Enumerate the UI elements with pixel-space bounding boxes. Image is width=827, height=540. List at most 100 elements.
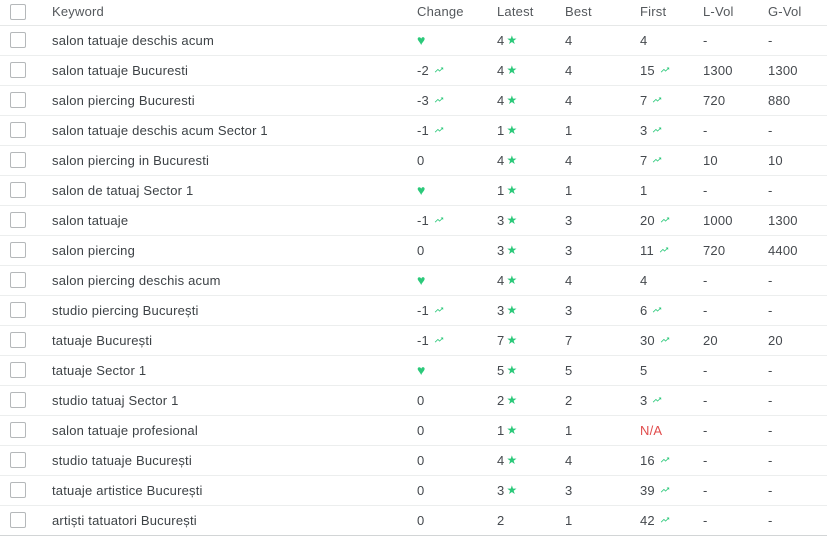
checkbox-cell — [0, 55, 42, 86]
column-header-keyword[interactable]: Keyword — [42, 0, 407, 26]
latest-cell: 1 ★ — [487, 115, 555, 146]
best-value: 4 — [565, 452, 573, 468]
best-cell: 1 — [555, 115, 630, 146]
column-header-best[interactable]: Best — [555, 0, 630, 26]
lvol-cell: - — [693, 25, 758, 56]
row-checkbox[interactable] — [10, 512, 26, 529]
star-icon: ★ — [506, 32, 518, 47]
best-value: 3 — [565, 212, 573, 228]
table-row: studio tatuaj Sector 1 0 2 ★ 2 3- - — [0, 385, 827, 416]
first-value: 20 — [640, 212, 655, 228]
gvol-cell: 1300 — [758, 205, 827, 236]
latest-cell: 1 ★ — [487, 415, 555, 446]
latest-value: 4 — [497, 452, 505, 468]
select-all-checkbox[interactable] — [10, 3, 26, 20]
table-row: tatuaje artistice București 0 3 ★ 3 39- - — [0, 475, 827, 506]
column-header-change[interactable]: Change — [407, 0, 487, 26]
keyword-text[interactable]: salon piercing — [52, 242, 136, 258]
keyword-text[interactable]: salon piercing in Bucuresti — [52, 152, 210, 168]
table-row: salon tatuaje deschis acum Sector 1 -1 1 ★ 1… — [0, 115, 827, 146]
gvol-cell: - — [758, 385, 827, 416]
keyword-text[interactable]: salon tatuaje deschis acum Sector 1 — [52, 122, 268, 138]
keyword-text[interactable]: tatuaje Sector 1 — [52, 362, 147, 378]
keyword-cell: salon tatuaje deschis acum — [42, 25, 407, 56]
row-checkbox[interactable] — [10, 452, 26, 469]
lvol-value: 10 — [703, 152, 718, 168]
gvol-cell: - — [758, 415, 827, 446]
row-checkbox[interactable] — [10, 362, 26, 379]
heart-icon: ♥ — [417, 181, 426, 198]
first-value: 4 — [640, 272, 648, 288]
best-value: 7 — [565, 332, 573, 348]
gvol-cell: - — [758, 265, 827, 296]
keyword-text[interactable]: tatuaje București — [52, 332, 153, 348]
gvol-cell: 10 — [758, 145, 827, 176]
lvol-value: - — [703, 32, 708, 48]
row-checkbox[interactable] — [10, 182, 26, 199]
row-checkbox[interactable] — [10, 392, 26, 409]
first-cell: 3 — [630, 115, 693, 146]
column-header-lvol[interactable]: L-Vol — [693, 0, 758, 26]
gvol-value: - — [768, 512, 773, 528]
first-value: 7 — [640, 92, 648, 108]
star-icon: ★ — [506, 242, 518, 257]
keyword-text[interactable]: salon piercing deschis acum — [52, 272, 221, 288]
trend-up-icon — [434, 337, 444, 342]
trend-up-icon — [660, 67, 670, 72]
best-cell: 4 — [555, 445, 630, 476]
gvol-value: - — [768, 392, 773, 408]
column-header-first[interactable]: First — [630, 0, 693, 26]
trend-up-icon — [660, 487, 670, 492]
checkbox-cell — [0, 415, 42, 446]
change-value: 0 — [417, 422, 425, 438]
first-cell: 5 — [630, 355, 693, 386]
row-checkbox[interactable] — [10, 302, 26, 319]
keyword-text[interactable]: salon tatuaje Bucuresti — [52, 62, 189, 78]
change-value: -1 — [417, 122, 429, 138]
latest-value: 7 — [497, 332, 505, 348]
keyword-text[interactable]: salon tatuaje deschis acum — [52, 32, 215, 48]
keyword-text[interactable]: artiști tatuatori București — [52, 512, 197, 528]
lvol-cell: - — [693, 445, 758, 476]
keyword-text[interactable]: studio tatuaje București — [52, 452, 192, 468]
row-checkbox[interactable] — [10, 272, 26, 289]
lvol-value: - — [703, 482, 708, 498]
gvol-cell: - — [758, 475, 827, 506]
column-header-gvol[interactable]: G-Vol — [758, 0, 827, 26]
row-checkbox[interactable] — [10, 212, 26, 229]
keyword-text[interactable]: studio piercing București — [52, 302, 199, 318]
row-checkbox[interactable] — [10, 152, 26, 169]
keyword-text[interactable]: salon tatuaje — [52, 212, 129, 228]
keyword-text[interactable]: studio tatuaj Sector 1 — [52, 392, 179, 408]
star-icon: ★ — [506, 212, 518, 227]
row-checkbox[interactable] — [10, 32, 26, 49]
keyword-text[interactable]: salon tatuaje profesional — [52, 422, 198, 438]
lvol-value: - — [703, 392, 708, 408]
lvol-cell: - — [693, 505, 758, 536]
change-cell: -1 — [407, 295, 487, 326]
first-cell: 20 — [630, 205, 693, 236]
best-cell: 3 — [555, 295, 630, 326]
table-row: salon de tatuaj Sector 1 ♥ 1 ★ 1 1- - — [0, 175, 827, 206]
lvol-value: 720 — [703, 242, 726, 258]
row-checkbox[interactable] — [10, 242, 26, 259]
keyword-text[interactable]: tatuaje artistice București — [52, 482, 203, 498]
lvol-cell: 10 — [693, 145, 758, 176]
keyword-text[interactable]: salon de tatuaj Sector 1 — [52, 182, 194, 198]
table-row: studio piercing București -1 3 ★ 3 6- - — [0, 295, 827, 326]
keyword-cell: tatuaje Sector 1 — [42, 355, 407, 386]
latest-cell: 4 ★ — [487, 145, 555, 176]
column-header-latest[interactable]: Latest — [487, 0, 555, 26]
checkbox-cell — [0, 385, 42, 416]
first-cell: 15 — [630, 55, 693, 86]
row-checkbox[interactable] — [10, 122, 26, 139]
first-cell: 16 — [630, 445, 693, 476]
row-checkbox[interactable] — [10, 482, 26, 499]
row-checkbox[interactable] — [10, 62, 26, 79]
lvol-cell: 1300 — [693, 55, 758, 86]
row-checkbox[interactable] — [10, 92, 26, 109]
row-checkbox[interactable] — [10, 422, 26, 439]
keyword-text[interactable]: salon piercing Bucuresti — [52, 92, 195, 108]
row-checkbox[interactable] — [10, 332, 26, 349]
first-cell: 7 — [630, 85, 693, 116]
